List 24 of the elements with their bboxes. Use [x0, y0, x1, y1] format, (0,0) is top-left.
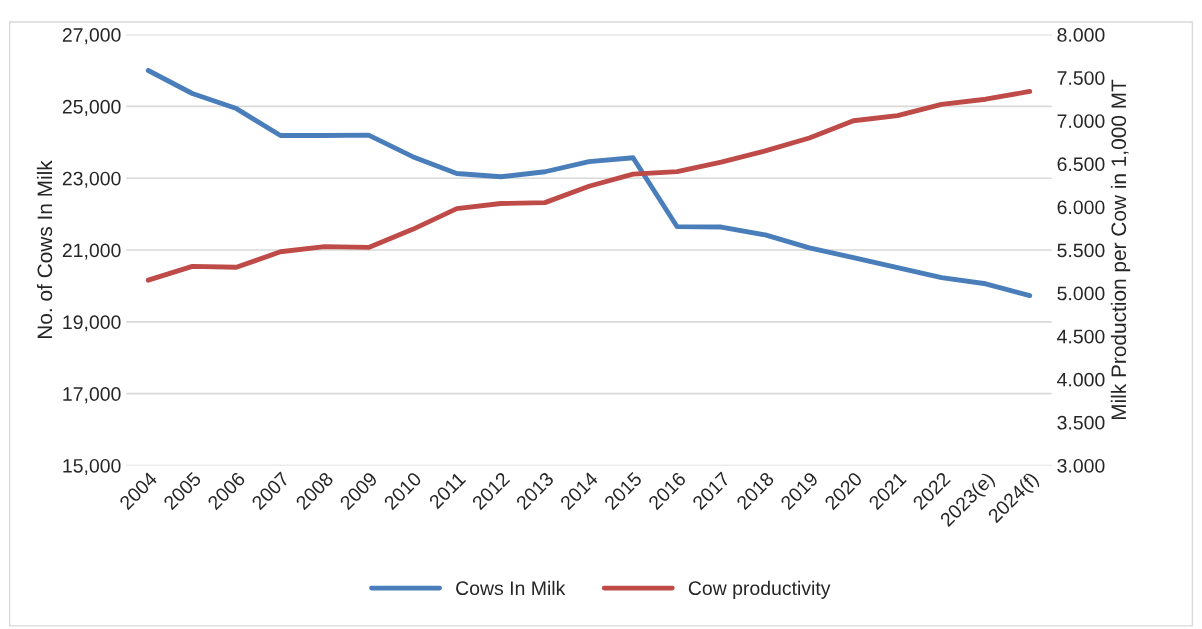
y2-tick-label: 6.000 [1057, 200, 1105, 215]
line-series [145, 89, 1033, 283]
y2-tick-label: 5.000 [1057, 286, 1105, 301]
y2-tick-label: 5.500 [1057, 243, 1105, 258]
y2-tick-label: 4.500 [1057, 329, 1105, 344]
y-tick-label: 27,000 [62, 28, 121, 45]
y-tick-label: 19,000 [63, 315, 121, 332]
legend-label: Cows In Milk [456, 580, 566, 596]
y2-tick-label: 6.500 [1057, 157, 1105, 172]
y2-tick-label: 4.000 [1057, 372, 1105, 387]
y2-tick-label: 8.000 [1057, 28, 1105, 42]
y-tick-label: 15,000 [63, 458, 121, 475]
y-tick-label: 21,000 [62, 243, 121, 260]
y-tick-label: 23,000 [62, 171, 121, 188]
y-axis-title: No. of Cows In Milk [36, 160, 53, 339]
y-tick-label: 17,000 [63, 387, 121, 404]
y2-tick-label: 7.000 [1057, 114, 1105, 128]
y2-tick-label: 3.500 [1057, 415, 1105, 430]
legend-label: Cow productivity [688, 580, 831, 599]
line-series [145, 68, 1033, 299]
y2-tick-label: 3.000 [1057, 458, 1105, 473]
y-tick-label: 25,000 [62, 99, 121, 116]
y2-tick-label: 7.500 [1057, 71, 1105, 85]
y2-axis-title: Milk Production per Cow in 1,000 MT [1110, 79, 1131, 420]
